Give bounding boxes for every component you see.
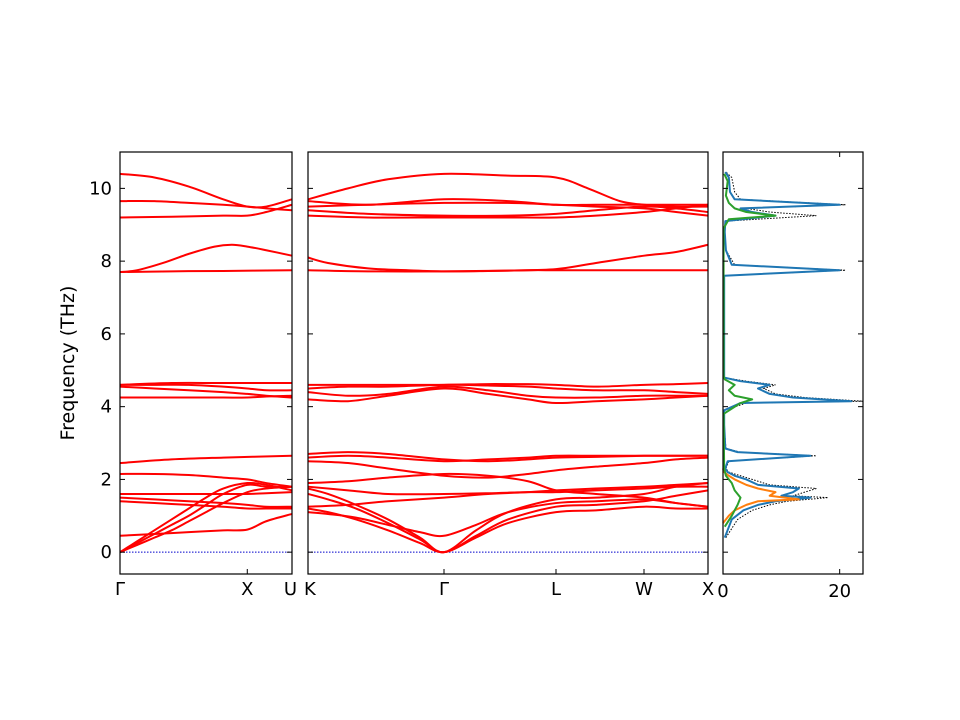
phonon-band-main-9 — [307, 451, 708, 463]
y-tick-label: 6 — [101, 324, 112, 345]
phonon-band-left-4 — [119, 500, 292, 510]
phonon-band-main-12 — [307, 383, 709, 395]
high-symmetry-point-label: U — [284, 579, 297, 600]
band-panel-main-frame — [307, 151, 709, 575]
phonon-band-left-12 — [119, 381, 292, 386]
y-tick-label: 0 — [101, 542, 112, 563]
phonon-band-main-5 — [307, 472, 709, 508]
phonon-band-main-14 — [307, 256, 708, 273]
dos-panel-axes: 0 20 — [717, 152, 863, 602]
dos-x-tick-label: 0 — [717, 581, 728, 602]
y-tick-label: 2 — [101, 469, 112, 490]
high-symmetry-point-label: Γ — [439, 579, 449, 600]
band-panel-main-series — [307, 172, 709, 554]
phonon-band-main-2 — [307, 505, 709, 554]
dos-curve-0 — [723, 171, 864, 538]
band-panel-left: 0 2 4 6 8 10 Γ X U — [89, 151, 297, 600]
phonon-band-main-16 — [307, 203, 709, 219]
phonon-band-main-3 — [307, 498, 709, 538]
phonon-band-main-20 — [307, 172, 709, 208]
phonon-band-left-0 — [119, 481, 293, 554]
phonon-band-main-15 — [307, 243, 709, 273]
phonon-band-left-11 — [119, 383, 293, 392]
phonon-band-left-8 — [119, 454, 293, 465]
phonon-band-left-2 — [119, 485, 293, 554]
phonon-band-left-14 — [119, 243, 293, 274]
dos-panel-series — [722, 171, 864, 538]
band-panel-left-series — [119, 172, 293, 554]
phonon-band-left-1 — [119, 483, 293, 554]
phonon-band-main-17 — [307, 205, 709, 217]
high-symmetry-point-label: L — [551, 579, 561, 600]
dos-curve-3 — [722, 173, 777, 528]
high-symmetry-point-label: K — [304, 579, 317, 600]
phonon-band-main-10 — [307, 387, 709, 405]
phonon-band-left-5 — [119, 496, 293, 508]
phonon-band-left-16 — [119, 199, 293, 212]
phonon-band-left-10 — [119, 385, 293, 399]
high-symmetry-point-label: Γ — [115, 579, 125, 600]
high-symmetry-point-label: W — [635, 579, 653, 600]
band-panel-left-axes: 0 2 4 6 8 10 Γ X U — [89, 178, 297, 600]
dos-panel-frame — [722, 151, 864, 575]
y-tick-label: 8 — [101, 251, 112, 272]
phonon-band-main-11 — [307, 385, 708, 399]
y-tick-label: 4 — [101, 397, 112, 418]
phonon-band-main-6 — [307, 485, 709, 496]
dos-panel: 0 20 — [717, 151, 864, 602]
phonon-band-left-7 — [119, 472, 293, 488]
phonon-band-main-13 — [307, 382, 709, 388]
y-axis-label: Frequency (THz) — [57, 286, 79, 441]
phonon-band-left-13 — [119, 269, 293, 274]
phonon-band-main-7 — [307, 456, 709, 479]
high-symmetry-point-label: X — [702, 579, 714, 600]
phonon-band-main-4 — [307, 482, 709, 508]
phonon-band-main-1 — [307, 489, 709, 554]
phonon-band-main-19 — [307, 198, 708, 207]
y-tick-label: 10 — [89, 178, 112, 199]
dos-curve-2 — [722, 468, 800, 524]
high-symmetry-point-label: X — [241, 579, 253, 600]
phonon-band-left-15 — [119, 203, 293, 219]
phonon-band-left-3 — [119, 513, 293, 537]
phonon-band-left-6 — [120, 491, 293, 496]
dos-x-tick-label: 20 — [828, 581, 851, 602]
phonon-band-left-17 — [119, 172, 293, 209]
band-panel-left-frame — [119, 151, 293, 575]
